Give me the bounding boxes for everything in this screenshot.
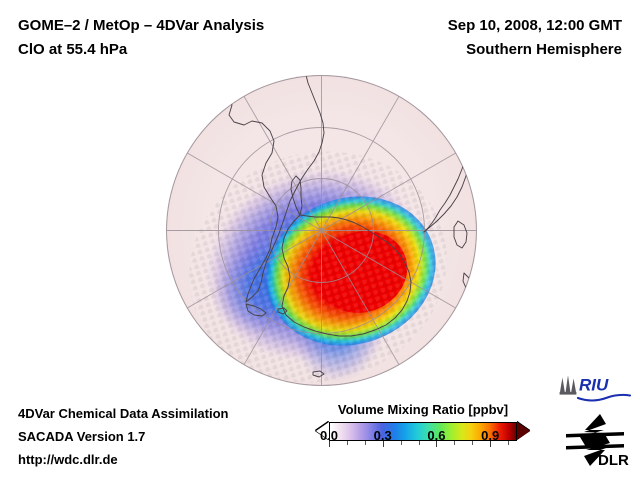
colorbar-tick-minor [454, 441, 456, 445]
meridian-300 [187, 152, 322, 231]
riu-swoosh [576, 393, 632, 402]
colorbar-tick-label: 0.9 [481, 428, 500, 443]
meridian-30 [321, 96, 400, 231]
colorbar-gradient [329, 422, 517, 441]
graticule [166, 75, 477, 386]
meridian-60 [321, 152, 456, 231]
meridian-120 [321, 230, 456, 309]
dlr-emblem-icon [566, 414, 624, 466]
page-subtitle: ClO at 55.4 hPa [18, 41, 128, 58]
header-left-block: GOME–2 / MetOp – 4DVar Analysis ClO at 5… [18, 14, 264, 62]
colorbar-title: Volume Mixing Ratio [ppbv] [337, 402, 509, 417]
coastline-antarctica [281, 214, 412, 337]
colorbar-tick-label: 0.6 [427, 428, 446, 443]
coastline-antarctic-peninsula [290, 175, 303, 216]
globe-svg [166, 75, 477, 386]
dlr-wordmark: DLR [598, 452, 629, 468]
colorbar-tick-minor [418, 441, 420, 445]
colorbar-extend-max-arrow [517, 422, 530, 440]
riu-logo-svg: RIU [559, 375, 632, 402]
colorbar-ticks [329, 441, 517, 447]
colorbar-tick-major [382, 441, 384, 447]
plume-cell-texture [189, 151, 447, 383]
timestamp-label: Sep 10, 2008, 12:00 GMT [447, 17, 622, 34]
footer-text-block: 4DVar Chemical Data Assimilation SACADA … [18, 402, 229, 471]
colorbar-tick-minor [346, 441, 348, 445]
coastline-tierra-del-fuego [245, 303, 267, 317]
riu-logo: RIU [556, 372, 632, 402]
colorbar-tick-minor [364, 441, 366, 445]
page-title: GOME–2 / MetOp – 4DVar Analysis [18, 17, 265, 34]
colorbar-tick-minor [400, 441, 402, 445]
coastline-south-america [217, 75, 325, 303]
riu-wordmark: RIU [579, 376, 609, 395]
colorbar-row [316, 422, 530, 447]
coastline-south-georgia [312, 370, 325, 378]
globe-contents [166, 75, 477, 386]
coastline-madagascar [453, 220, 468, 249]
footer-method-label: 4DVar Chemical Data Assimilation [18, 406, 229, 421]
colorbar-tick-labels: 0.0 0.3 0.6 0.9 [316, 428, 530, 446]
colorbar-tick-minor [472, 441, 474, 445]
meridian-330 [243, 96, 322, 231]
colorbar-tick-label: 0.3 [373, 428, 392, 443]
meridian-210 [243, 230, 322, 365]
footer-version-label: SACADA Version 1.7 [18, 429, 146, 444]
colorbar-tick-label: 0.0 [319, 428, 339, 443]
orthographic-globe-map [166, 75, 477, 386]
region-label: Southern Hemisphere [466, 41, 622, 58]
colorbar-block: Volume Mixing Ratio [ppbv] 0.0 0.3 0.6 0.9 [316, 402, 530, 447]
meridian-240 [187, 230, 322, 309]
colorbar-tick-major [490, 441, 492, 447]
globe-disc [166, 75, 477, 386]
dlr-logo-svg: DLR [566, 414, 629, 469]
footer-url-label: http://wdc.dlr.de [18, 452, 118, 467]
clo-concentration-field [189, 149, 447, 383]
header-right-block: Sep 10, 2008, 12:00 GMT Southern Hemisph… [448, 14, 622, 62]
colorbar-tick-major [329, 441, 330, 447]
colorbar-tick-major [436, 441, 438, 447]
meridian-150 [321, 230, 400, 365]
colorbar-tick-minor [508, 441, 510, 445]
colorbar-extend-min-arrow [316, 422, 329, 440]
riu-tower-icon [559, 375, 577, 395]
dlr-logo: DLR [560, 412, 634, 469]
